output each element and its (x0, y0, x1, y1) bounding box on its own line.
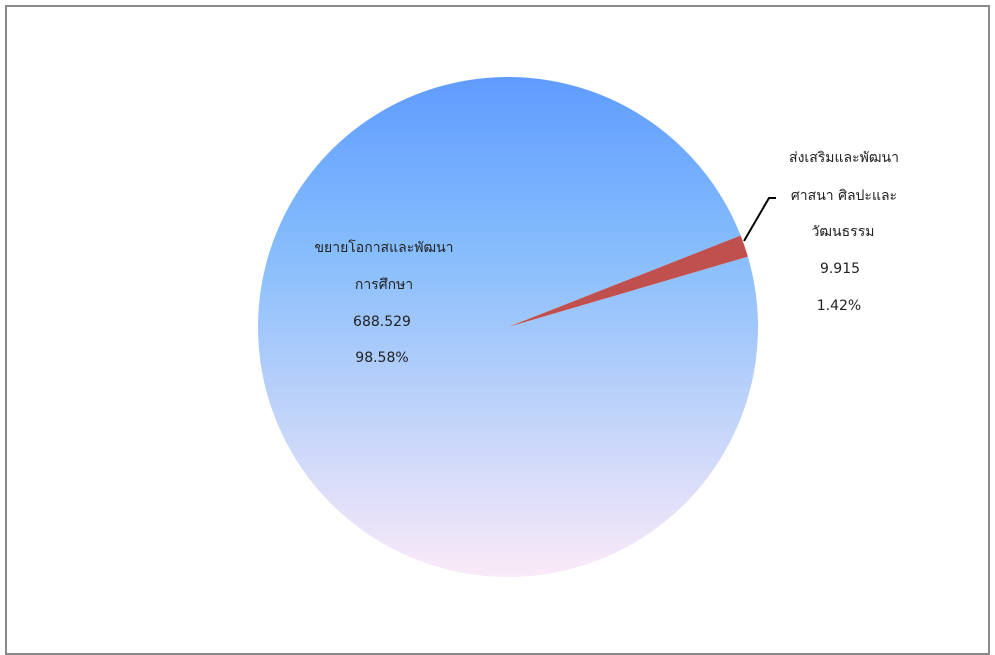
slice-value-religion: 9.915 (820, 261, 860, 277)
slice-label-religion-line1: ส่งเสริมและพัฒนา (789, 150, 899, 166)
leader-line (743, 197, 776, 242)
slice-value-education: 688.529 (353, 314, 411, 330)
pie-slice-education (258, 77, 758, 578)
slice-label-education-line1: ขยายโอกาสและพัฒนา (314, 239, 453, 256)
slice-label-religion-line2: ศาสนา ศิลปะและ (791, 188, 897, 204)
slice-percent-education: 98.58% (355, 350, 408, 366)
pie-slice-religion-culture (508, 235, 748, 327)
pie-chart: ขยายโอกาสและพัฒนา การศึกษา 688.529 98.58… (258, 77, 899, 578)
slice-label-education-line2: การศึกษา (355, 277, 413, 293)
slice-label-religion-line3: วัฒนธรรม (812, 224, 875, 240)
slice-percent-religion: 1.42% (817, 298, 861, 314)
